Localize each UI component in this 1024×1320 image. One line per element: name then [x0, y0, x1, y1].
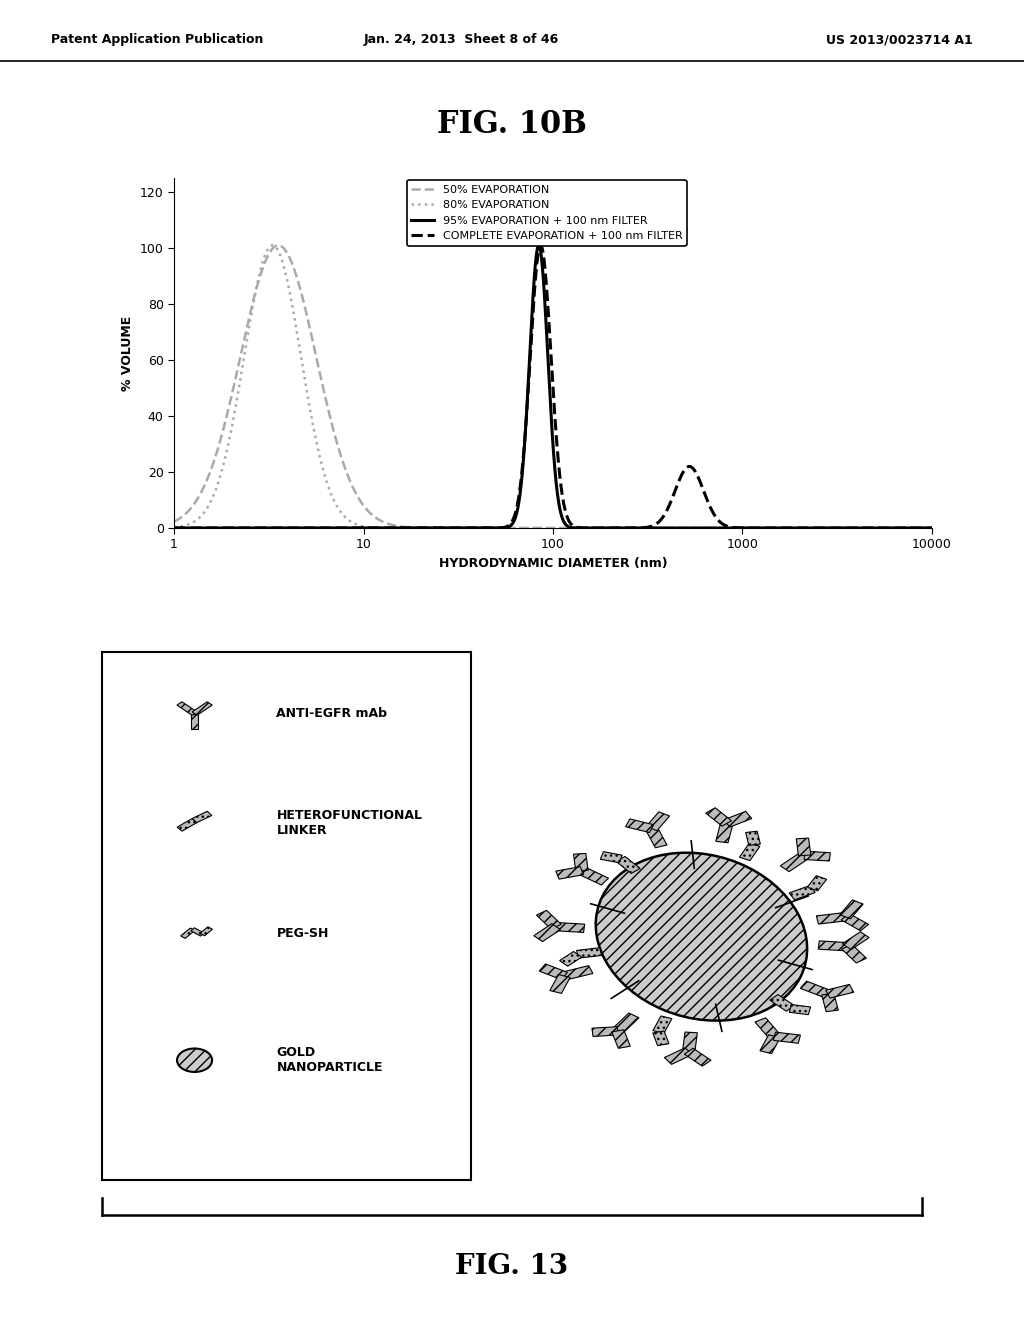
Text: US 2013/0023714 A1: US 2013/0023714 A1 — [826, 33, 973, 46]
Polygon shape — [626, 818, 653, 833]
Polygon shape — [556, 867, 584, 879]
Polygon shape — [804, 851, 830, 861]
Text: FIG. 10B: FIG. 10B — [437, 110, 587, 140]
Polygon shape — [592, 1027, 618, 1036]
Polygon shape — [807, 875, 826, 891]
Polygon shape — [683, 1032, 697, 1052]
Polygon shape — [821, 994, 839, 1011]
Polygon shape — [646, 812, 670, 830]
Polygon shape — [653, 1016, 672, 1034]
Polygon shape — [559, 952, 582, 966]
Polygon shape — [600, 851, 623, 863]
Polygon shape — [790, 886, 815, 900]
Polygon shape — [745, 832, 761, 845]
Polygon shape — [665, 1048, 692, 1064]
Polygon shape — [193, 812, 212, 822]
Polygon shape — [684, 1048, 711, 1067]
Polygon shape — [840, 900, 863, 919]
Polygon shape — [200, 927, 212, 936]
Circle shape — [177, 1048, 212, 1072]
Text: HETEROFUNCTIONAL
LINKER: HETEROFUNCTIONAL LINKER — [276, 809, 423, 837]
Polygon shape — [706, 808, 731, 826]
Polygon shape — [841, 913, 868, 931]
Polygon shape — [534, 924, 560, 941]
Polygon shape — [818, 941, 847, 950]
X-axis label: HYDRODYNAMIC DIAMETER (nm): HYDRODYNAMIC DIAMETER (nm) — [438, 557, 668, 570]
Polygon shape — [780, 853, 809, 871]
Polygon shape — [739, 843, 760, 861]
Polygon shape — [540, 964, 567, 979]
Polygon shape — [843, 932, 869, 949]
Polygon shape — [716, 822, 733, 842]
Ellipse shape — [596, 853, 807, 1020]
Polygon shape — [797, 838, 811, 855]
Y-axis label: % VOLUME: % VOLUME — [121, 315, 134, 391]
Legend: 50% EVAPORATION, 80% EVAPORATION, 95% EVAPORATION + 100 nm FILTER, COMPLETE EVAP: 50% EVAPORATION, 80% EVAPORATION, 95% EV… — [407, 181, 687, 246]
Polygon shape — [180, 928, 195, 939]
Text: FIG. 13: FIG. 13 — [456, 1253, 568, 1279]
Polygon shape — [193, 702, 212, 715]
Text: Patent Application Publication: Patent Application Publication — [51, 33, 263, 46]
Polygon shape — [537, 911, 561, 929]
Polygon shape — [652, 1031, 669, 1045]
Polygon shape — [190, 928, 204, 936]
Text: PEG-SH: PEG-SH — [276, 927, 329, 940]
Polygon shape — [646, 828, 667, 847]
Polygon shape — [573, 854, 588, 871]
Polygon shape — [612, 1012, 639, 1034]
Polygon shape — [801, 981, 830, 998]
Text: ANTI-EGFR mAb: ANTI-EGFR mAb — [276, 708, 387, 721]
Polygon shape — [616, 857, 640, 874]
Polygon shape — [790, 1005, 811, 1015]
Polygon shape — [577, 948, 602, 958]
Polygon shape — [825, 985, 854, 998]
Polygon shape — [755, 1018, 779, 1039]
Polygon shape — [550, 974, 570, 994]
Polygon shape — [579, 867, 608, 884]
Polygon shape — [842, 944, 866, 964]
Polygon shape — [177, 818, 197, 832]
Polygon shape — [724, 812, 752, 828]
Polygon shape — [177, 702, 197, 715]
Text: Jan. 24, 2013  Sheet 8 of 46: Jan. 24, 2013 Sheet 8 of 46 — [364, 33, 558, 46]
Polygon shape — [760, 1035, 780, 1053]
Polygon shape — [556, 923, 585, 932]
Polygon shape — [191, 714, 198, 729]
Polygon shape — [611, 1030, 631, 1048]
Polygon shape — [773, 1032, 801, 1043]
Polygon shape — [816, 912, 846, 924]
Polygon shape — [562, 966, 593, 979]
Text: GOLD
NANOPARTICLE: GOLD NANOPARTICLE — [276, 1047, 383, 1074]
FancyBboxPatch shape — [102, 652, 471, 1180]
Polygon shape — [770, 994, 795, 1011]
